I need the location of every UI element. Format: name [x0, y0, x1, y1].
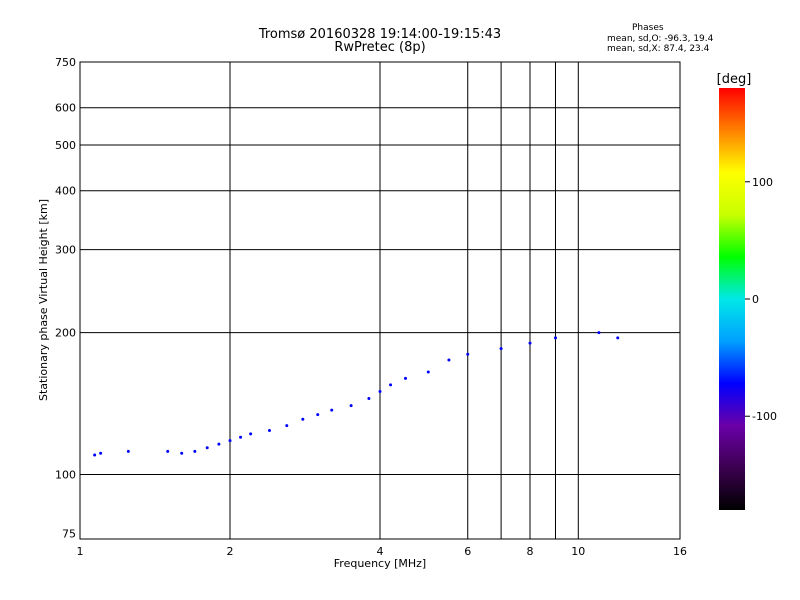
colorbar-label: [deg] [717, 72, 752, 87]
y-tick-label: 200 [55, 327, 76, 340]
scatter-point [616, 336, 620, 340]
scatter-point [466, 352, 470, 356]
axis-ticks: 1 2 4 6 8 10 16 75 100 200 300 400 500 600 750 [55, 56, 687, 558]
phases-stats-x: mean, sd,X: 87.4, 23.4 [607, 44, 710, 54]
y-tick-label: 400 [55, 185, 76, 198]
scatter-point [426, 370, 430, 374]
scatter-point [193, 449, 197, 453]
scatter-point [597, 331, 601, 335]
y-tick-label: 100 [55, 469, 76, 482]
scatter-points [93, 331, 620, 457]
colorbar [719, 88, 745, 510]
x-axis-label: Frequency [MHz] [334, 557, 426, 570]
scatter-point [403, 376, 407, 380]
scatter-point [99, 451, 103, 455]
y-tick-label: 750 [55, 56, 76, 69]
x-tick-label: 6 [464, 545, 471, 558]
phases-heading: Phases [632, 23, 664, 33]
y-tick-label: 300 [55, 244, 76, 257]
x-tick-label: 8 [527, 545, 534, 558]
scatter-point [228, 439, 232, 443]
x-tick-label: 16 [673, 545, 687, 558]
scatter-point [499, 347, 503, 351]
scatter-point [447, 358, 451, 362]
scatter-point [528, 341, 532, 345]
scatter-point [205, 446, 209, 450]
x-tick-label: 2 [227, 545, 234, 558]
colorbar-tick-label: 0 [752, 293, 759, 306]
scatter-point [239, 435, 243, 439]
y-tick-label: 500 [55, 139, 76, 152]
scatter-point [553, 336, 557, 340]
y-tick-label: 75 [62, 527, 76, 540]
scatter-point [166, 449, 170, 453]
scatter-point [267, 429, 271, 433]
y-axis-label: Stationary phase Virtual Height [km] [37, 199, 50, 401]
grid-lines [80, 62, 680, 539]
y-tick-label: 600 [55, 102, 76, 115]
plot-frame [79, 61, 681, 540]
colorbar-tick-label: 100 [752, 176, 773, 189]
scatter-point [389, 383, 393, 387]
scatter-point [180, 451, 184, 455]
colorbar-tick-label: -100 [752, 410, 777, 423]
scatter-point [349, 404, 353, 408]
x-tick-label: 1 [77, 545, 84, 558]
phases-stats-o: mean, sd,O: -96.3, 19.4 [607, 34, 714, 44]
scatter-point [378, 390, 382, 394]
colorbar-ticks: 100 0 -100 [745, 176, 777, 423]
scatter-point [249, 432, 253, 436]
scatter-point [316, 413, 320, 417]
chart-title-line1: Tromsø 20160328 19:14:00-19:15:43 [258, 27, 502, 42]
scatter-point [217, 442, 221, 446]
x-tick-label: 10 [571, 545, 585, 558]
scatter-point [301, 417, 305, 421]
scatter-point [285, 424, 289, 428]
chart-title-line2: RwPretec (8p) [334, 40, 426, 55]
scatter-point [330, 408, 334, 412]
scatter-point [126, 449, 130, 453]
scatter-point [367, 396, 371, 400]
scatter-point [93, 453, 97, 457]
x-tick-label: 4 [377, 545, 384, 558]
